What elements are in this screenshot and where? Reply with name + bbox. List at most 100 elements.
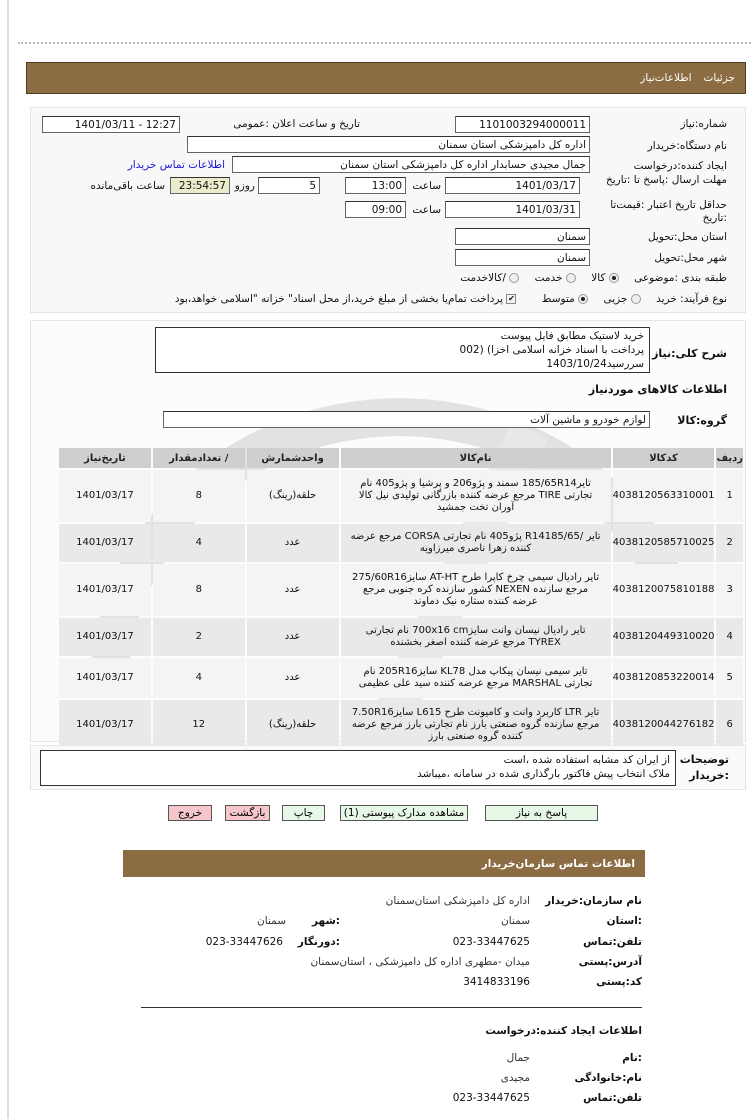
province-field: سمنان: [455, 228, 590, 245]
header-bar: جزئیات اطلاعات‌نیاز: [26, 62, 746, 94]
cell-code: 4038120585710025: [612, 524, 715, 562]
phone-label: تلفن:تماس: [583, 936, 642, 948]
province-value: سمنان: [501, 915, 530, 927]
cell-qty: 2: [152, 618, 245, 656]
reply-button[interactable]: پاسخ به نیاز: [485, 805, 598, 821]
description-line: سررسید1403/10/24: [546, 358, 644, 370]
cell-qty: 4: [152, 658, 245, 698]
postal-value: 3414833196: [463, 976, 530, 988]
back-button[interactable]: بازگشت: [225, 805, 270, 821]
cell-name: تایر LTR کاربرد وانت و کامیونت طرح L615 …: [340, 700, 611, 750]
cell-code: 4038120449310020: [612, 618, 715, 656]
table-row: 5 4038120853220014 تایر سیمی نیسان پیکاپ م…: [59, 658, 743, 698]
description-line: پرداخت با اسناد خزانه اسلامی اخزا) (002: [459, 344, 644, 356]
postal-label: کد:پستی: [596, 976, 642, 988]
need-number-label: شماره:نیاز: [680, 118, 727, 130]
description-line: خرید لاستیک مطابق فایل پیوست: [500, 330, 644, 342]
goods-group-field: لوازم خودرو و ماشین آلات: [163, 411, 650, 428]
divider: [18, 42, 751, 44]
print-button[interactable]: چاپ: [282, 805, 325, 821]
org-value: اداره کل دامپزشکی استان‌سمنان: [385, 895, 530, 907]
cell-date: 1401/03/17: [59, 524, 151, 562]
column-header: نام‌کالا: [340, 448, 611, 468]
cell-n: 6: [716, 700, 743, 750]
days-field: 5: [258, 177, 320, 194]
process-option-medium: متوسط: [541, 293, 575, 305]
cell-date: 1401/03/17: [59, 618, 151, 656]
treasury-checkbox[interactable]: ✔: [506, 294, 517, 304]
creator-phone-value: 023-33447625: [452, 1092, 530, 1104]
creator-name-value: جمال: [506, 1052, 530, 1064]
cell-unit: عدد: [246, 658, 339, 698]
cell-code: 4038120563310001: [612, 470, 715, 522]
buyer-field: اداره کل دامپزشکی استان سمنان: [187, 136, 590, 153]
tab-need-info[interactable]: اطلاعات‌نیاز: [640, 72, 692, 84]
creator-family-label: نام:خانوادگی: [574, 1072, 642, 1084]
city-field: سمنان: [455, 249, 590, 266]
remaining-time-field: 23:54:57: [170, 177, 230, 194]
cell-unit: عدد: [246, 564, 339, 616]
cell-code: 4038120044276182: [612, 700, 715, 750]
category-option-both: /کالاخدمت: [460, 272, 506, 284]
org-label: نام سازمان:خریدار: [545, 895, 642, 907]
cell-n: 4: [716, 618, 743, 656]
category-radio-both[interactable]: [509, 273, 520, 283]
process-radio-medium[interactable]: [578, 294, 589, 304]
category-radio-goods[interactable]: [608, 273, 619, 283]
announce-field: 1401/03/11 - 12:27: [42, 116, 180, 133]
cell-qty: 8: [152, 470, 245, 522]
creator-title: اطلاعات ایجاد کننده:درخواست: [485, 1025, 642, 1037]
category-option-goods: کالا: [591, 272, 606, 284]
contact-bar: اطلاعات تماس سازمان‌خریدار: [123, 850, 645, 877]
description-box: خرید لاستیک مطابق فایل پیوست پرداخت با ا…: [155, 327, 650, 373]
view-attachments-button[interactable]: مشاهده مدارک پیوستی (1): [340, 805, 468, 821]
table-row: 6 4038120044276182 تایر LTR کاربرد وانت و …: [59, 700, 743, 750]
column-header: کدکالا: [612, 448, 715, 468]
fax-value: 023-33447626: [205, 936, 283, 948]
category-label: طبقه بندی :موضوعی: [634, 272, 727, 284]
cell-name: تایر رادیال نیسان وانت سایز700x16 cm نام…: [340, 618, 611, 656]
notes-line: از ایران کد مشابه استفاده شده ،است: [503, 754, 670, 766]
cell-unit: حلقه(رینگ): [246, 470, 339, 522]
process-radio-minor[interactable]: [630, 294, 641, 304]
process-label: نوع فرآیند: خرید: [656, 293, 727, 305]
cell-unit: عدد: [246, 524, 339, 562]
notes-line: ملاک انتخاب پیش فاکتور بارگذاری شده در س…: [417, 768, 670, 780]
deadline-time-field: 13:00: [345, 177, 406, 194]
process-option-minor: جزیی: [603, 293, 628, 305]
buyer-contact-link[interactable]: اطلاعات تماس خریدار: [127, 159, 225, 171]
cell-date: 1401/03/17: [59, 470, 151, 522]
days-label: روزو: [234, 180, 255, 192]
table-row: 4 4038120449310020 تایر رادیال نیسان وانت …: [59, 618, 743, 656]
category-row: طبقه بندی :موضوعی کالا خدمت /کالاخدمت: [460, 272, 727, 284]
buyer-label: نام دستگاه:خریدار: [647, 140, 727, 152]
exit-button[interactable]: خروج: [168, 805, 212, 821]
need-number-field: 1101003294000011: [455, 116, 590, 133]
validity-time-label: ساعت: [412, 204, 441, 216]
column-header: ردیف: [716, 448, 743, 468]
cell-name: تایر /R14185/65 پژو405 نام تجارتی CORSA …: [340, 524, 611, 562]
cell-qty: 4: [152, 524, 245, 562]
notes-box: از ایران کد مشابه استفاده شده ،است ملاک …: [40, 750, 676, 786]
cell-qty: 12: [152, 700, 245, 750]
notes-label-line: :خریدار: [689, 769, 729, 782]
creator-family-value: مجیدی: [500, 1072, 530, 1084]
announce-label: تاریخ و ساعت اعلان :عمومی: [233, 118, 360, 130]
cell-name: تایر رادیال سیمی چرخ کاپرا طرح AT-HT سای…: [340, 564, 611, 616]
city-label: :شهر: [312, 915, 340, 927]
cell-unit: حلقه(رینگ): [246, 700, 339, 750]
cell-n: 5: [716, 658, 743, 698]
goods-table: ردیف کدکالا نام‌کالا واحدشمارش / تعدادمقدار ت…: [57, 446, 745, 752]
cell-n: 3: [716, 564, 743, 616]
requester-field: جمال مجیدی حسابدار اداره کل دامپزشکی است…: [232, 156, 590, 173]
category-option-service: خدمت: [534, 272, 563, 284]
deadline-date-field: 1401/03/17: [445, 177, 580, 194]
creator-phone-label: تلفن:تماس: [583, 1092, 642, 1104]
tab-details[interactable]: جزئیات: [703, 72, 735, 84]
notes-label-line: توضیحات: [679, 753, 729, 766]
table-row: 2 4038120585710025 تایر /R14185/65 پژو405 …: [59, 524, 743, 562]
table-row: 1 4038120563310001 تایر185/65R14 سمند و پژ…: [59, 470, 743, 522]
address-label: آدرس:پستی: [578, 956, 642, 968]
category-radio-service[interactable]: [565, 273, 576, 283]
fax-label: :دورنگار: [297, 936, 340, 948]
